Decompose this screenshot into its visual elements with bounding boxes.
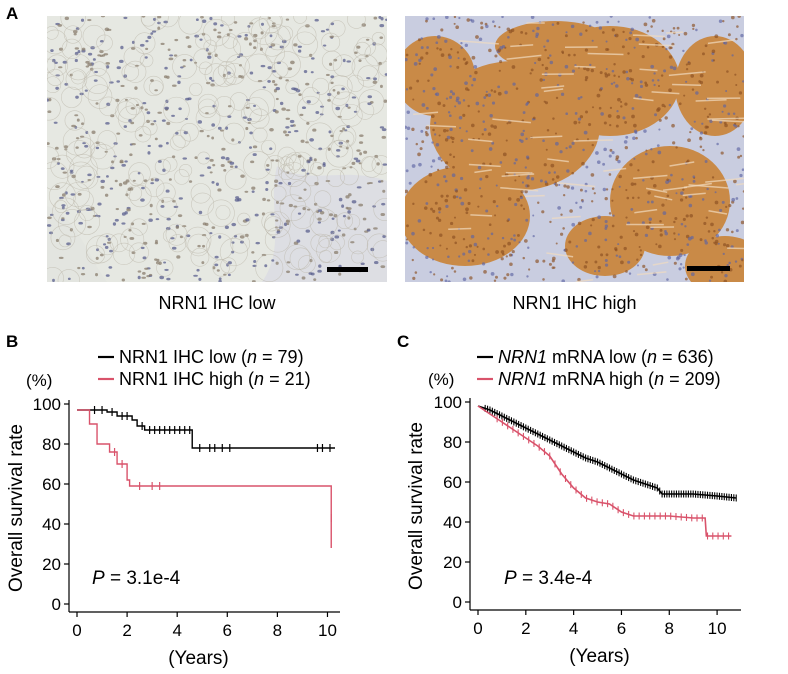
- panel-letter-c: C: [397, 332, 410, 351]
- y-tick-label: 20: [443, 553, 462, 572]
- series-nrn1-ihc-low: [77, 406, 335, 452]
- ihc-high-caption: NRN1 IHC high: [512, 293, 637, 313]
- y-tick-label: 40: [443, 513, 462, 532]
- y-tick-label: 60: [443, 473, 462, 492]
- y-axis-label: Overall survival rate: [406, 422, 427, 590]
- survival-curve: [77, 409, 335, 449]
- x-tick-label: 6: [223, 621, 232, 640]
- series-nrn1-ihc-high: [77, 409, 332, 548]
- x-axis-label: (Years): [168, 648, 229, 669]
- p-value-annotation: P = 3.4e-4: [504, 568, 593, 589]
- legend-entry: NRN1 mRNA low (n = 636): [498, 347, 714, 367]
- legend-entry: NRN1 IHC high (n = 21): [119, 369, 311, 389]
- y-tick-label: 100: [434, 393, 462, 412]
- y-axis-label: Overall survival rate: [6, 424, 27, 592]
- x-axis-label: (Years): [569, 646, 630, 667]
- survival-chart-ihc: 0 20 40 60 80 100 0 2 4 6 8 10 Overall survival rate…: [6, 347, 340, 669]
- x-tick-label: 8: [665, 619, 674, 638]
- panel-letter-b: B: [6, 332, 19, 351]
- x-tick-label: 8: [273, 621, 282, 640]
- y-tick-label: 60: [42, 475, 61, 494]
- y-unit-label: (%): [26, 371, 52, 390]
- x-tick-label: 0: [72, 621, 81, 640]
- y-tick-label: 80: [443, 433, 462, 452]
- series-nrn1-mrna-high: [477, 405, 732, 540]
- scale-bar-low: [327, 267, 368, 272]
- x-tick-label: 2: [521, 619, 530, 638]
- x-tick-label: 10: [708, 619, 727, 638]
- ihc-low-caption: NRN1 IHC low: [158, 293, 276, 313]
- survival-chart-mrna: 0 20 40 60 80 100 0 2 4 6 8 10 Overall survival rate…: [406, 347, 741, 667]
- legend-entry: NRN1 mRNA high (n = 209): [498, 369, 721, 389]
- ihc-high-tissue-graphic: [405, 16, 744, 282]
- series-nrn1-mrna-low: [477, 404, 737, 502]
- x-tick-label: 4: [172, 621, 181, 640]
- p-value-annotation: P = 3.1e-4: [92, 568, 181, 589]
- x-tick-label: 0: [473, 619, 482, 638]
- y-tick-label: 80: [42, 435, 61, 454]
- scale-bar-high: [687, 266, 730, 271]
- x-tick-label: 10: [318, 621, 337, 640]
- x-tick-label: 4: [569, 619, 578, 638]
- y-tick-label: 40: [42, 515, 61, 534]
- legend-entry: NRN1 IHC low (n = 79): [119, 347, 304, 367]
- y-tick-label: 0: [52, 595, 61, 614]
- y-tick-label: 20: [42, 555, 61, 574]
- ihc-high-image: [405, 16, 744, 282]
- y-tick-label: 100: [33, 395, 61, 414]
- y-unit-label: (%): [428, 370, 454, 389]
- survival-curve: [77, 409, 332, 548]
- ihc-low-image: [47, 16, 387, 282]
- ihc-low-tissue-graphic: [47, 16, 387, 282]
- y-tick-label: 0: [453, 593, 462, 612]
- x-tick-label: 6: [617, 619, 626, 638]
- x-tick-label: 2: [122, 621, 131, 640]
- panel-letter-a: A: [6, 4, 19, 23]
